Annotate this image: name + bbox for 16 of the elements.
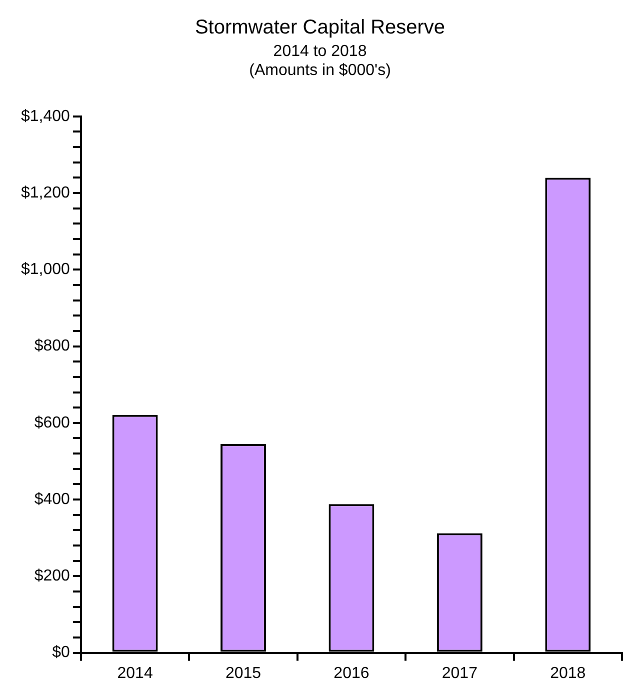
chart-title: Stormwater Capital Reserve <box>194 16 446 39</box>
y-tick-label: $1,200 <box>21 184 70 202</box>
x-tick-label: 2014 <box>117 664 153 682</box>
y-tick-label: $200 <box>34 568 70 585</box>
x-tick-label: 2017 <box>442 664 478 682</box>
y-tick-label: $1,400 <box>21 108 70 125</box>
x-tick-label: 2016 <box>334 664 370 682</box>
x-tick-label: 2015 <box>225 664 262 682</box>
chart-subtitle: 2014 to 2018 <box>273 43 367 60</box>
y-tick-label: $400 <box>34 490 70 508</box>
y-tick-label: $1,000 <box>21 261 70 278</box>
y-tick-label: $800 <box>34 338 70 355</box>
y-tick-label: $600 <box>34 414 70 432</box>
text: (Amounts in $000's) <box>249 62 391 80</box>
x-tick-label: 2018 <box>550 664 586 682</box>
y-tick-label: $0 <box>52 644 70 662</box>
